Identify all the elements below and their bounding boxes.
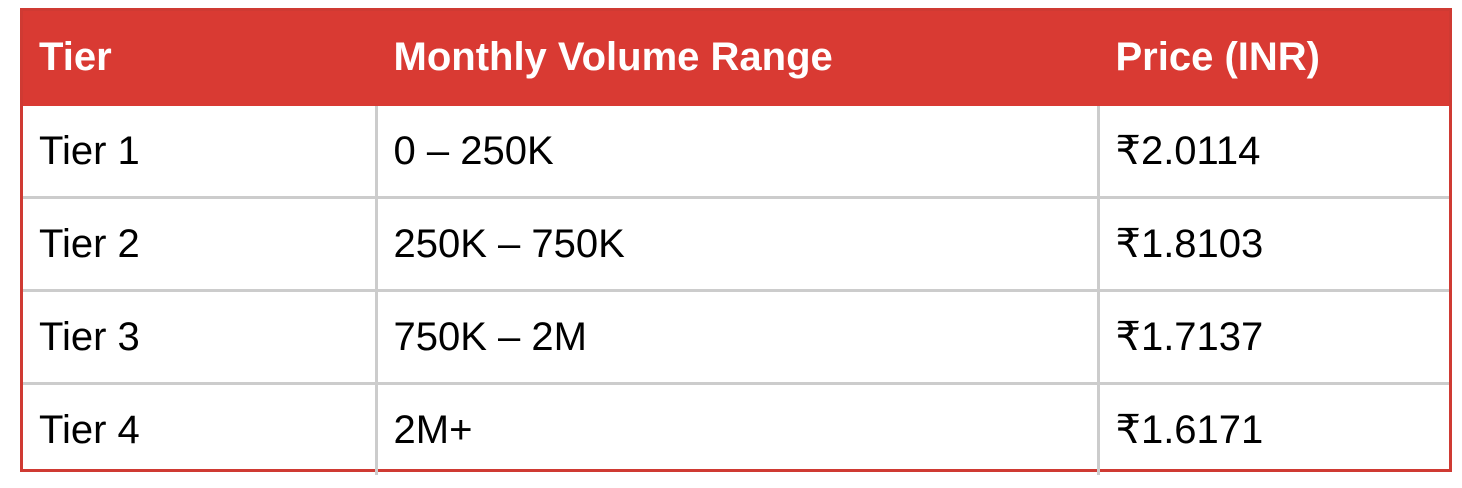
header-cell: Monthly Volume Range [374,11,1100,106]
pricing-table: Tier Monthly Volume Range Price (INR) Tier… [23,11,1449,475]
table-frame: Tier Monthly Volume Range Price (INR) Tier… [20,8,1452,475]
table-cell: ₹1.8103 [1096,196,1449,292]
table-cell: Tier 3 [23,289,378,385]
table-row: Tier 3 750K – 2M ₹1.7137 [23,289,1449,385]
table-cell: Tier 4 [23,382,378,475]
table-cell: ₹1.7137 [1096,289,1449,385]
header-cell: Tier [23,11,378,106]
table-cell: 2M+ [374,382,1100,475]
table-cell: Tier 2 [23,196,378,292]
header-cell: Price (INR) [1096,11,1449,106]
table-cell: 0 – 250K [374,103,1100,199]
table-cell: ₹2.0114 [1096,103,1449,199]
table-cell: 250K – 750K [374,196,1100,292]
table-row: Tier 4 2M+ ₹1.6171 [23,382,1449,475]
table-row: Tier 2 250K – 750K ₹1.8103 [23,196,1449,292]
header-row: Tier Monthly Volume Range Price (INR) [23,11,1449,106]
table-cell: ₹1.6171 [1096,382,1449,475]
table-cell: 750K – 2M [374,289,1100,385]
table-cell: Tier 1 [23,103,378,199]
